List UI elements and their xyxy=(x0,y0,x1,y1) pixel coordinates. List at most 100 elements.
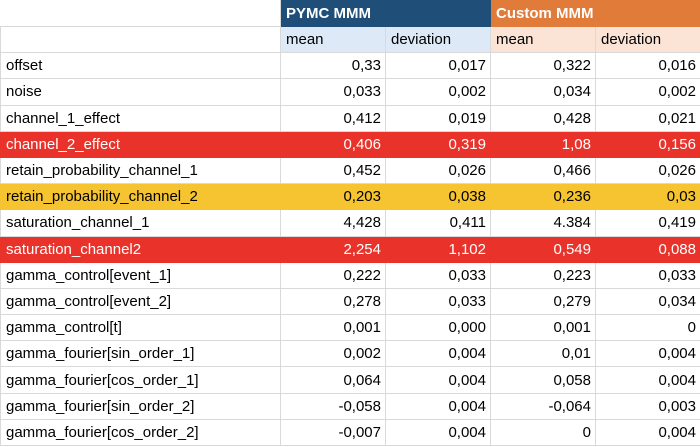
pymc-deviation-cell: 0,004 xyxy=(385,392,491,420)
table-row: channel_2_effect 0,406 0,319 1,08 0,156 xyxy=(0,130,700,158)
table-row: gamma_control[event_2] 0,278 0,033 0,279 0,0… xyxy=(0,287,700,316)
custom-deviation-cell: 0,088 xyxy=(595,235,700,263)
parameter-name-cell: saturation_channel2 xyxy=(0,235,281,263)
pymc-deviation-cell: 0,002 xyxy=(385,78,491,106)
custom-deviation-cell: 0,004 xyxy=(595,418,700,447)
pymc-mean-cell: -0,007 xyxy=(280,418,386,447)
pymc-deviation-cell: 0,000 xyxy=(385,314,491,342)
parameter-name-cell: noise xyxy=(0,78,281,106)
pymc-group-header: PYMC MMM xyxy=(280,0,491,27)
parameter-name-cell: gamma_fourier[sin_order_2] xyxy=(0,392,281,420)
parameter-name-cell: retain_probability_channel_2 xyxy=(0,183,281,211)
pymc-mean-cell: 2,254 xyxy=(280,235,386,263)
pymc-deviation-cell: 0,411 xyxy=(385,209,491,237)
custom-mean-cell: 0,549 xyxy=(490,235,596,263)
table-row: gamma_fourier[sin_order_2] -0,058 0,004 -0,… xyxy=(0,392,700,420)
custom-mean-cell: 4.384 xyxy=(490,209,596,237)
table-row: retain_probability_channel_1 0,452 0,026 0,… xyxy=(0,156,700,185)
pymc-mean-cell: 0,033 xyxy=(280,78,386,106)
custom-deviation-cell: 0,026 xyxy=(595,156,700,185)
group-header-row: PYMC MMM Custom MMM xyxy=(0,0,700,27)
custom-mean-cell: 0,001 xyxy=(490,314,596,342)
pymc-mean-cell: 0,412 xyxy=(280,104,386,132)
custom-deviation-cell: 0,419 xyxy=(595,209,700,237)
table-row: gamma_fourier[cos_order_1] 0,064 0,004 0,05… xyxy=(0,366,700,394)
pymc-mean-cell: 0,222 xyxy=(280,261,386,289)
table-row: saturation_channel2 2,254 1,102 0,549 0,088 xyxy=(0,235,700,263)
table-row: noise 0,033 0,002 0,034 0,002 xyxy=(0,78,700,106)
pymc-deviation-header: deviation xyxy=(385,25,491,54)
custom-deviation-cell: 0,004 xyxy=(595,340,700,368)
pymc-deviation-cell: 0,038 xyxy=(385,183,491,211)
table-row: gamma_fourier[sin_order_1] 0,002 0,004 0,01… xyxy=(0,340,700,368)
table-row: gamma_fourier[cos_order_2] -0,007 0,004 0 0,… xyxy=(0,418,700,447)
table-row: saturation_channel_1 4,428 0,411 4.384 0,419 xyxy=(0,209,700,237)
pymc-deviation-cell: 0,033 xyxy=(385,261,491,289)
custom-mean-cell: 0,236 xyxy=(490,183,596,211)
parameter-name-cell: channel_2_effect xyxy=(0,130,281,158)
parameter-name-cell: gamma_control[event_2] xyxy=(0,287,281,316)
custom-deviation-header: deviation xyxy=(595,25,700,54)
pymc-mean-cell: 0,33 xyxy=(280,52,386,80)
custom-mean-cell: 0,01 xyxy=(490,340,596,368)
pymc-mean-cell: 0,001 xyxy=(280,314,386,342)
custom-deviation-cell: 0,03 xyxy=(595,183,700,211)
pymc-deviation-cell: 0,019 xyxy=(385,104,491,132)
pymc-deviation-cell: 1,102 xyxy=(385,235,491,263)
pymc-mean-cell: 0,406 xyxy=(280,130,386,158)
pymc-deviation-cell: 0,026 xyxy=(385,156,491,185)
custom-group-header: Custom MMM xyxy=(490,0,700,27)
parameter-name-cell: gamma_control[t] xyxy=(0,314,281,342)
parameter-name-cell: gamma_control[event_1] xyxy=(0,261,281,289)
custom-mean-cell: 1,08 xyxy=(490,130,596,158)
parameter-name-cell: saturation_channel_1 xyxy=(0,209,281,237)
pymc-mean-cell: 0,203 xyxy=(280,183,386,211)
subheader-row: mean deviation mean deviation xyxy=(0,25,700,54)
custom-deviation-cell: 0,034 xyxy=(595,287,700,316)
pymc-mean-cell: 0,002 xyxy=(280,340,386,368)
custom-mean-cell: 0 xyxy=(490,418,596,447)
pymc-mean-cell: -0,058 xyxy=(280,392,386,420)
pymc-mean-cell: 0,064 xyxy=(280,366,386,394)
custom-deviation-cell: 0,021 xyxy=(595,104,700,132)
pymc-mean-cell: 4,428 xyxy=(280,209,386,237)
pymc-deviation-cell: 0,319 xyxy=(385,130,491,158)
custom-deviation-cell: 0,004 xyxy=(595,366,700,394)
pymc-deviation-cell: 0,017 xyxy=(385,52,491,80)
pymc-mean-header: mean xyxy=(280,25,386,54)
blank-corner-cell xyxy=(0,0,281,27)
custom-mean-cell: 0,428 xyxy=(490,104,596,132)
table-row: offset 0,33 0,017 0,322 0,016 xyxy=(0,52,700,80)
pymc-deviation-cell: 0,033 xyxy=(385,287,491,316)
pymc-deviation-cell: 0,004 xyxy=(385,366,491,394)
custom-mean-header: mean xyxy=(490,25,596,54)
custom-deviation-cell: 0,156 xyxy=(595,130,700,158)
parameter-name-cell: gamma_fourier[cos_order_1] xyxy=(0,366,281,394)
custom-mean-cell: 0,322 xyxy=(490,52,596,80)
custom-deviation-cell: 0 xyxy=(595,314,700,342)
table-row: gamma_control[t] 0,001 0,000 0,001 0 xyxy=(0,314,700,342)
parameter-name-cell: gamma_fourier[sin_order_1] xyxy=(0,340,281,368)
custom-deviation-cell: 0,003 xyxy=(595,392,700,420)
pymc-deviation-cell: 0,004 xyxy=(385,340,491,368)
table-row: gamma_control[event_1] 0,222 0,033 0,223 0,0… xyxy=(0,261,700,289)
pymc-deviation-cell: 0,004 xyxy=(385,418,491,447)
custom-mean-cell: 0,223 xyxy=(490,261,596,289)
table-body: offset 0,33 0,017 0,322 0,016 noise 0,033 0,002… xyxy=(0,52,700,447)
blank-name-header-cell xyxy=(0,25,281,54)
custom-mean-cell: -0,064 xyxy=(490,392,596,420)
custom-mean-cell: 0,058 xyxy=(490,366,596,394)
pymc-mean-cell: 0,452 xyxy=(280,156,386,185)
parameter-name-cell: offset xyxy=(0,52,281,80)
parameter-name-cell: gamma_fourier[cos_order_2] xyxy=(0,418,281,447)
custom-mean-cell: 0,279 xyxy=(490,287,596,316)
custom-deviation-cell: 0,002 xyxy=(595,78,700,106)
parameter-name-cell: channel_1_effect xyxy=(0,104,281,132)
pymc-mean-cell: 0,278 xyxy=(280,287,386,316)
parameter-name-cell: retain_probability_channel_1 xyxy=(0,156,281,185)
custom-deviation-cell: 0,033 xyxy=(595,261,700,289)
custom-mean-cell: 0,034 xyxy=(490,78,596,106)
table-row: channel_1_effect 0,412 0,019 0,428 0,021 xyxy=(0,104,700,132)
custom-deviation-cell: 0,016 xyxy=(595,52,700,80)
